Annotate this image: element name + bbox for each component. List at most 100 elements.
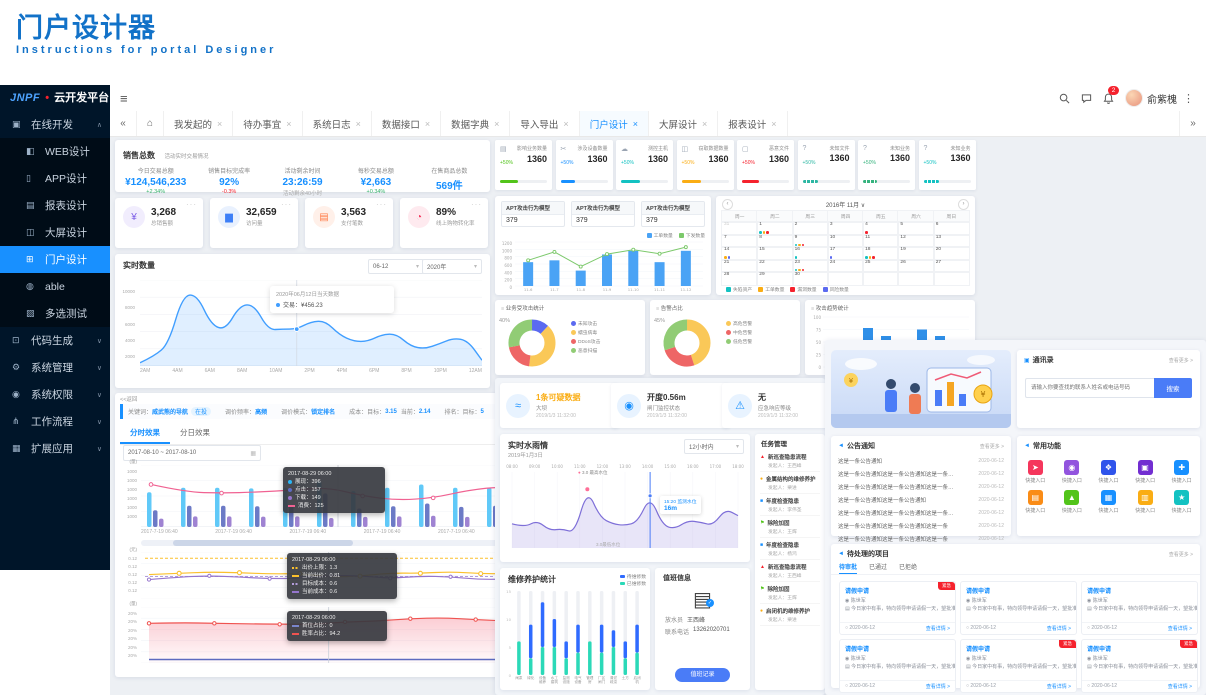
- apt-model-card[interactable]: APT攻击行为模型 379: [501, 201, 565, 227]
- task-item[interactable]: ● 启闭机的维修养护 发起人：栗进: [760, 604, 820, 626]
- quick-entry[interactable]: ▲ 快捷入口: [1054, 484, 1091, 514]
- notices-more-link[interactable]: 查看更多 >: [979, 443, 1004, 450]
- stat-card[interactable]: ▤ 3,563 支付笔数 ···: [305, 198, 393, 248]
- tab-大屏设计[interactable]: 大屏设计 ×: [649, 111, 719, 136]
- sidebar-item-多选测试[interactable]: ▨ 多选测试: [0, 300, 110, 327]
- security-kpi-card[interactable]: ▤ 影响业务数量 1360 +50%: [495, 140, 552, 190]
- date-range-picker[interactable]: 2017-08-10 ~ 2017-08-10 ▦: [123, 445, 261, 461]
- notice-item[interactable]: 这是一条公告通知这是一条公告通知这是一条公告通知… 2020-06-12: [831, 467, 1011, 480]
- quick-entry[interactable]: ➤ 快捷入口: [1017, 454, 1054, 484]
- card-detail-link[interactable]: 查看详情 >: [1046, 626, 1071, 632]
- close-tab-icon[interactable]: ×: [701, 118, 708, 129]
- calendar-cell[interactable]: 25: [862, 258, 900, 273]
- approval-card[interactable]: 请假申请 紧急 ◉ 陈世军 ▤ 今日家中有事，特向领导申请请假一天，望批准。 ○ 202…: [1081, 639, 1198, 693]
- sales-dashboard-preview[interactable]: 销售总数 活动实时交易情况 今日交易总额 ¥124,546,233 +2.34% 销售…: [115, 140, 490, 388]
- portal-dashboard-preview[interactable]: ¥ ¥ ▣通讯录 查看更多 > 搜索 ◄公告通知: [825, 340, 1206, 695]
- apt-model-card[interactable]: APT攻击行为模型 379: [641, 201, 705, 227]
- quick-entry[interactable]: ▣ 快捷入口: [1127, 454, 1164, 484]
- quick-entry[interactable]: ▤ 快捷入口: [1017, 484, 1054, 514]
- quick-entry[interactable]: ❖ 快捷入口: [1090, 454, 1127, 484]
- calendar-cell[interactable]: 31: [720, 221, 759, 236]
- tab-待办事宜[interactable]: 待办事宜 ×: [233, 111, 303, 136]
- close-tab-icon[interactable]: ×: [217, 118, 223, 129]
- hamburger-icon[interactable]: ≡: [120, 90, 128, 106]
- security-kpi-card[interactable]: ☁ 测控主机 1360 +50%: [616, 140, 673, 190]
- notice-item[interactable]: 这是一条公告通知这是一条公告通知这是一条公告通… 2020-06-12: [831, 506, 1011, 519]
- tab-我发起的[interactable]: 我发起的 ×: [164, 111, 234, 136]
- tab-门户设计[interactable]: 门户设计 ×: [579, 111, 649, 136]
- quick-entry[interactable]: ✚ 快捷入口: [1163, 454, 1200, 484]
- sidebar-item-工作流程[interactable]: ⋔ 工作流程 ∨: [0, 408, 110, 435]
- todo-tab-已通过[interactable]: 已通过: [869, 565, 888, 571]
- calendar-cell[interactable]: [862, 271, 900, 286]
- close-tab-icon[interactable]: ×: [424, 118, 431, 129]
- rain-range-select[interactable]: 12小时内 ▾: [684, 439, 744, 454]
- card-detail-link[interactable]: 查看详情 >: [1046, 684, 1071, 690]
- quick-entry[interactable]: ▦ 快捷入口: [1090, 484, 1127, 514]
- water-kpi-card[interactable]: ≈1条可疑数据 大坝 2019/1/3 11:32:00: [500, 383, 619, 428]
- calendar-cell[interactable]: 15: [756, 246, 794, 261]
- notice-item[interactable]: 这是一条公告通知这是一条公告通知这是一条 2020-06-12: [831, 532, 1011, 545]
- calendar-cell[interactable]: 19: [897, 246, 935, 261]
- notice-item[interactable]: 这是一条公告通知 2020-06-12: [831, 454, 1011, 467]
- calendar-cell[interactable]: 11: [862, 233, 900, 248]
- duty-log-button[interactable]: 值班记录: [675, 668, 730, 682]
- contacts-more-link[interactable]: 查看更多 >: [1168, 357, 1193, 364]
- sidebar-item-WEB设计[interactable]: ◧ WEB设计: [0, 138, 110, 165]
- tab-数据接口[interactable]: 数据接口 ×: [372, 111, 442, 136]
- calendar-cell[interactable]: 6: [932, 221, 970, 236]
- tab-数据字典[interactable]: 数据字典 ×: [441, 111, 511, 136]
- calendar-cell[interactable]: 4: [862, 221, 900, 236]
- water-kpi-card[interactable]: ◉ 开度0.56m 闸门监控状态 2019/1/3 11:32:00: [611, 383, 730, 428]
- sidebar-item-大屏设计[interactable]: ◫ 大屏设计: [0, 219, 110, 246]
- bell-icon[interactable]: 2: [1097, 86, 1119, 106]
- close-tab-icon[interactable]: ×: [563, 118, 569, 129]
- calendar-cell[interactable]: 8: [756, 233, 794, 248]
- search-icon[interactable]: [1053, 90, 1075, 106]
- calendar-cell[interactable]: 26: [897, 258, 935, 273]
- calendar-cell[interactable]: 21: [720, 258, 759, 273]
- water-dashboard-preview[interactable]: ≈1条可疑数据 大坝 2019/1/3 11:32:00 ◉ 开度0.56m 闸门监控状态…: [495, 378, 841, 695]
- calendar-cell[interactable]: 3: [826, 221, 865, 236]
- todo-more-link[interactable]: 查看更多 >: [1168, 551, 1193, 558]
- close-tab-icon[interactable]: ×: [632, 118, 638, 129]
- calendar-cell[interactable]: 28: [720, 271, 759, 286]
- sidebar-item-报表设计[interactable]: ▤ 报表设计: [0, 192, 110, 219]
- todo-tab-待审批[interactable]: 待审批: [839, 562, 858, 574]
- bid-dashboard-preview[interactable]: <<返回 关键词： 威武熊的导航 在投 调价频率： 高频 调价模式： 锁定排名 成本：…: [115, 393, 567, 677]
- calendar-cell[interactable]: 9: [791, 233, 829, 248]
- task-item[interactable]: ⚑ 除险加固 发起人：王辉: [760, 582, 820, 604]
- calendar-cell[interactable]: 20: [932, 246, 970, 261]
- apt-model-card[interactable]: APT攻击行为模型 379: [571, 201, 635, 227]
- quick-entry[interactable]: ▥ 快捷入口: [1127, 484, 1164, 514]
- card-more-icon[interactable]: ···: [281, 200, 292, 209]
- card-detail-link[interactable]: 查看详情 >: [925, 626, 950, 632]
- water-kpi-card[interactable]: ⚠ 无应急响应等级 2019/1/3 11:32:00: [722, 383, 841, 428]
- tab-系统日志[interactable]: 系统日志 ×: [303, 111, 372, 136]
- tab-导入导出[interactable]: 导入导出 ×: [510, 111, 580, 136]
- calendar-cell[interactable]: 30: [791, 271, 829, 286]
- calendar-cell[interactable]: 17: [826, 246, 865, 261]
- security-kpi-card[interactable]: ? 未知文件 1360 +50%: [797, 140, 855, 190]
- sidebar-item-系统权限[interactable]: ◉ 系统权限 ∨: [0, 381, 110, 408]
- expand-tabs-icon[interactable]: »: [1179, 111, 1206, 136]
- security-kpi-card[interactable]: ◫ 窃取数据数量 1360 +50%: [676, 140, 734, 190]
- task-item[interactable]: ▲ 新巡查隐患流程 发起人：王西峰: [760, 560, 820, 582]
- task-item[interactable]: ■ 年度检查隐患 发起人：杨鸿: [760, 538, 820, 560]
- bid-tab-分时效果[interactable]: 分时效果: [120, 423, 170, 444]
- chat-icon[interactable]: [1075, 90, 1097, 106]
- card-more-icon[interactable]: ···: [186, 200, 197, 209]
- calendar-cell[interactable]: 24: [826, 258, 865, 273]
- sidebar-item-系统管理[interactable]: ⚙ 系统管理 ∨: [0, 354, 110, 381]
- tab-报表设计[interactable]: 报表设计 ×: [718, 111, 788, 136]
- chart-scrollbar[interactable]: [141, 540, 549, 546]
- username[interactable]: 俞紫槐: [1147, 94, 1177, 106]
- notice-item[interactable]: 这是一条公告通知这是一条公告通知这是一条 2020-06-12: [831, 519, 1011, 532]
- collapse-tabs-icon[interactable]: «: [110, 111, 137, 136]
- task-item[interactable]: ■ 年度检查隐患 发起人：李伟圣: [760, 494, 820, 516]
- avatar[interactable]: [1125, 89, 1143, 107]
- calendar-cell[interactable]: 22: [756, 258, 794, 273]
- calendar-cell[interactable]: 16: [791, 246, 829, 261]
- sidebar-item-扩展应用[interactable]: ▦ 扩展应用 ∨: [0, 435, 110, 462]
- year-select[interactable]: 2020年 ▾: [422, 259, 482, 274]
